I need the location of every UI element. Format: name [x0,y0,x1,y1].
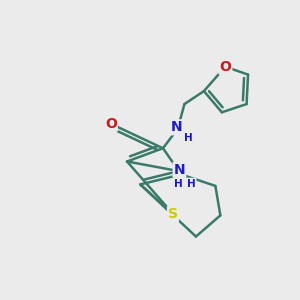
Text: N: N [170,120,182,134]
Text: H: H [187,178,196,189]
Text: H: H [175,178,183,189]
Text: H: H [184,133,193,142]
Text: O: O [105,117,117,131]
Text: O: O [219,60,231,74]
Text: N: N [174,163,185,177]
Text: S: S [168,207,178,221]
